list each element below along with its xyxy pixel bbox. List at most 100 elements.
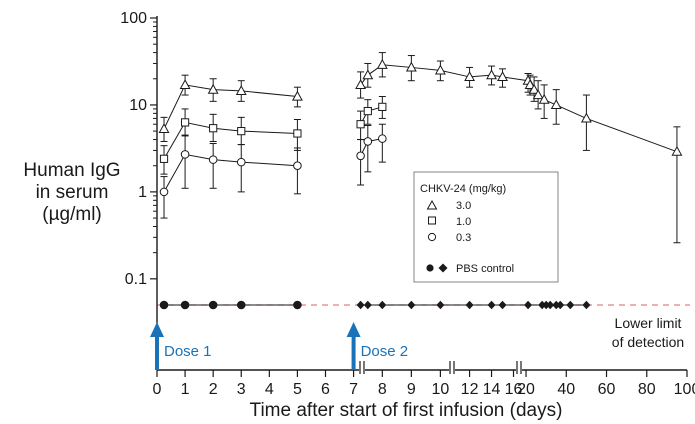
series-pbs-control — [159, 300, 591, 310]
data-point-triangle — [524, 79, 536, 90]
data-point-circle — [180, 150, 190, 159]
data-point-triangle — [532, 89, 544, 100]
x-tick-label: 1 — [181, 381, 190, 398]
legend-entry-pbs: PBS control — [426, 263, 514, 275]
x-tick-label: 80 — [638, 381, 656, 398]
x-tick-label: 3 — [237, 381, 246, 398]
legend-entry-label: 3.0 — [456, 200, 471, 212]
axes: 0.111010001234567891012141620406080100 — [120, 10, 695, 398]
pbs-point-circle — [236, 300, 246, 310]
data-point-triangle — [235, 85, 247, 96]
x-tick-label: 7 — [349, 381, 358, 398]
data-point-circle — [356, 151, 365, 161]
series-line — [163, 153, 298, 193]
dose-label: Dose 2 — [361, 343, 409, 360]
data-point-triangle — [158, 123, 170, 134]
pbs-point-diamond — [363, 300, 372, 310]
data-point-triangle — [405, 61, 417, 72]
data-point-triangle — [580, 112, 592, 123]
series-1-0 — [159, 96, 387, 175]
pbs-point-diamond — [487, 300, 496, 310]
legend-triangle-marker — [426, 199, 438, 210]
y-axis-title-line-2: in serum — [36, 182, 109, 203]
legend-entry-square: 1.0 — [428, 216, 471, 228]
pbs-point-diamond — [552, 300, 561, 310]
pbs-point-diamond — [378, 300, 387, 310]
pbs-point-diamond — [566, 300, 575, 310]
dose-arrow-1: Dose 1 — [150, 322, 212, 370]
series-line — [360, 64, 678, 153]
data-point-square — [378, 102, 387, 111]
legend-entry-label: 1.0 — [456, 216, 471, 228]
data-point-triangle — [355, 79, 367, 90]
data-point-circle — [378, 134, 387, 143]
x-tick-label: 60 — [598, 381, 616, 398]
x-tick-label: 16 — [505, 381, 523, 398]
data-point-triangle — [497, 71, 508, 82]
x-tick-label: 20 — [517, 381, 535, 398]
pbs-point-diamond — [538, 300, 547, 310]
x-tick-label: 12 — [461, 381, 479, 398]
data-point-triangle — [486, 69, 497, 80]
legend-entry-label: 0.3 — [456, 232, 471, 244]
y-axis-title-line-1: Human IgG — [23, 160, 120, 181]
data-point-triangle — [671, 145, 683, 156]
pbs-point-diamond — [498, 300, 507, 310]
legend-box — [413, 171, 559, 283]
pbs-point-circle — [293, 300, 302, 310]
lower-limit-label-line-2: of detection — [612, 334, 684, 350]
x-tick-label: 8 — [378, 381, 387, 398]
legend-pbs-circle-marker — [426, 264, 434, 272]
data-point-square — [159, 154, 169, 163]
legend-entry-label: PBS control — [456, 263, 514, 275]
data-point-triangle — [538, 93, 550, 104]
legend-square-marker — [428, 216, 436, 225]
data-point-triangle — [376, 58, 388, 69]
pbs-point-diamond — [524, 300, 533, 310]
data-point-circle — [293, 161, 302, 171]
x-tick-label: 5 — [293, 381, 302, 398]
data-point-triangle — [207, 83, 219, 94]
pbs-point-circle — [180, 300, 190, 310]
x-tick-label: 2 — [209, 381, 218, 398]
legend: CHKV-24 (mg/kg) 3.0 1.0 0.3 PBS control — [413, 171, 559, 283]
x-tick-label: 4 — [265, 381, 274, 398]
data-point-triangle — [464, 71, 476, 82]
data-point-square — [209, 124, 218, 133]
dose-label: Dose 1 — [164, 343, 212, 360]
dose-layer: Dose 1 Dose 2 — [150, 322, 408, 370]
series-layer — [158, 52, 683, 310]
y-tick-label: 10 — [129, 97, 147, 114]
y-tick-label: 1 — [138, 184, 147, 201]
pbs-point-diamond — [356, 300, 365, 310]
data-point-square — [356, 120, 365, 129]
x-tick-label: 40 — [557, 381, 575, 398]
data-point-triangle — [550, 99, 562, 110]
pbs-point-diamond — [582, 300, 591, 310]
pbs-point-diamond — [407, 300, 416, 310]
data-point-square — [293, 129, 302, 138]
pbs-point-circle — [159, 300, 169, 310]
data-point-triangle — [291, 90, 303, 101]
pbs-point-diamond — [542, 300, 551, 310]
data-point-square — [363, 106, 372, 116]
legend-entry-circle: 0.3 — [427, 232, 471, 244]
pbs-point-circle — [208, 300, 218, 310]
y-axis-title-line-3: (µg/ml) — [42, 204, 102, 225]
dose-arrow-2: Dose 2 — [346, 322, 409, 370]
data-point-circle — [363, 137, 373, 146]
pbs-point-diamond — [556, 300, 565, 310]
data-point-circle — [208, 155, 218, 164]
data-point-triangle — [434, 64, 446, 75]
legend-pbs-diamond-marker — [438, 263, 448, 273]
data-point-square — [237, 127, 246, 136]
x-tick-label: 10 — [431, 381, 449, 398]
legend-entry-triangle: 3.0 — [426, 199, 471, 212]
dose-arrowhead — [150, 322, 164, 337]
x-tick-label: 6 — [321, 381, 330, 398]
pbs-point-diamond — [546, 300, 555, 310]
series-3-0 — [158, 52, 683, 244]
x-tick-label: 14 — [483, 381, 501, 398]
data-point-square — [180, 118, 190, 127]
